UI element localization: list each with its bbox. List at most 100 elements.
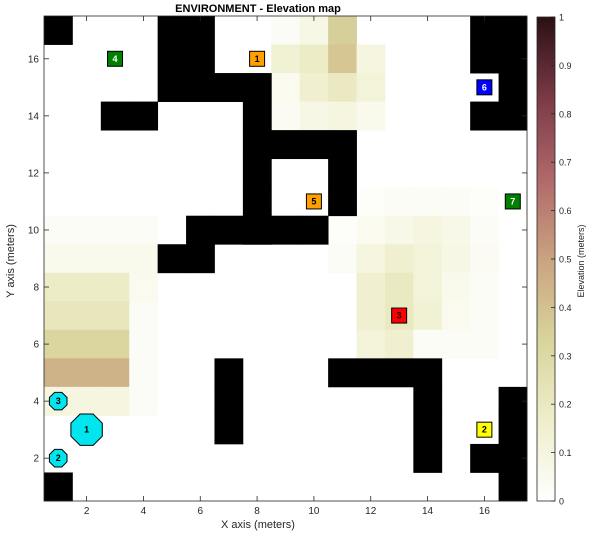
elevation-cells xyxy=(44,16,499,416)
elevation-cell xyxy=(470,272,499,302)
x-axis-label: X axis (meters) xyxy=(221,519,295,531)
elevation-cell xyxy=(100,215,130,245)
obstacle-cell xyxy=(157,73,187,102)
obstacle-cell xyxy=(214,415,244,445)
obstacle-cell xyxy=(356,358,386,388)
goal-marker-label: 7 xyxy=(510,196,515,206)
elevation-cell xyxy=(44,244,73,274)
y-tick-label: 2 xyxy=(33,454,39,465)
goal-marker-square xyxy=(476,79,493,96)
obstacle-cell xyxy=(498,73,528,102)
elevation-cell xyxy=(328,101,357,131)
elevation-cell xyxy=(44,358,73,388)
obstacle-cell xyxy=(186,44,215,74)
goal-marker-square xyxy=(504,193,521,210)
elevation-cell xyxy=(44,301,73,331)
elevation-cell xyxy=(328,44,357,74)
elevation-cell xyxy=(129,301,159,331)
obstacle-cell xyxy=(299,130,329,160)
obstacle-cell xyxy=(100,101,130,131)
colorbar-tick-label: 0.9 xyxy=(559,61,572,71)
elevation-cell xyxy=(356,187,386,217)
elevation-cell xyxy=(384,329,414,359)
elevation-cell xyxy=(441,215,471,245)
goal-marker: 4 xyxy=(107,50,124,67)
goal-marker-label: 5 xyxy=(311,196,316,206)
elevation-cell xyxy=(470,187,499,217)
colorbar-tick-label: 0.4 xyxy=(559,303,572,313)
goal-marker-label: 2 xyxy=(482,425,487,435)
elevation-cell xyxy=(129,215,159,245)
elevation-cell xyxy=(129,358,159,388)
elevation-cell xyxy=(72,301,102,331)
obstacle-cell xyxy=(413,415,443,445)
obstacle-cell xyxy=(328,358,357,388)
colorbar-tick-label: 0.5 xyxy=(559,255,572,265)
plot-frame xyxy=(43,15,528,502)
obstacle-cell xyxy=(413,386,443,416)
elevation-cell xyxy=(413,329,443,359)
elevation-cell xyxy=(72,386,102,416)
robot-marker-label: 2 xyxy=(56,453,61,463)
obstacle-cell xyxy=(299,215,329,245)
robot-marker: 3 xyxy=(48,391,68,411)
robot-marker-label: 1 xyxy=(84,425,89,435)
elevation-cell xyxy=(100,358,130,388)
robot-marker: 1 xyxy=(70,413,103,446)
y-tick-label: 16 xyxy=(28,54,40,65)
elevation-cell xyxy=(441,187,471,217)
obstacle-cell xyxy=(413,443,443,473)
elevation-cell xyxy=(299,73,329,102)
elevation-cell xyxy=(271,101,301,131)
elevation-cell xyxy=(356,215,386,245)
elevation-cell xyxy=(72,272,102,302)
obstacle-cell xyxy=(328,130,357,160)
obstacle-cell xyxy=(186,215,215,245)
goal-marker-square xyxy=(107,50,124,67)
obstacle-cell xyxy=(384,358,414,388)
obstacle-cell xyxy=(470,44,499,74)
goal-marker: 2 xyxy=(476,421,493,438)
goal-marker-square xyxy=(476,421,493,438)
elevation-cell xyxy=(356,44,386,74)
elevation-cell xyxy=(72,244,102,274)
elevation-cell xyxy=(129,244,159,274)
elevation-cell xyxy=(100,272,130,302)
goal-marker-label: 4 xyxy=(113,54,118,64)
obstacle-cell xyxy=(157,16,187,45)
colorbar: 0 0.1 0.2 0.3 0.4 0.5 0.6 0.7 0.8 0.9 1 xyxy=(536,13,572,507)
obstacle-cell xyxy=(44,472,73,502)
obstacle-cell xyxy=(214,215,244,245)
elevation-cell xyxy=(384,272,414,302)
goal-marker-label: 3 xyxy=(397,311,402,321)
obstacle-cell xyxy=(242,215,272,245)
obstacle-cell xyxy=(157,244,187,274)
obstacle-cell xyxy=(328,158,357,188)
robot-marker-octagon xyxy=(48,448,68,468)
obstacle-cell xyxy=(186,73,215,102)
goal-marker-square xyxy=(305,193,322,210)
obstacle-cell xyxy=(214,73,244,102)
y-axis-label: Y axis (meters) xyxy=(5,224,17,298)
colorbar-tick-label: 0.2 xyxy=(559,400,572,410)
elevation-cell xyxy=(441,301,471,331)
y-tick-label: 10 xyxy=(28,225,40,236)
x-tick-label: 16 xyxy=(479,506,491,517)
elevation-cell xyxy=(470,301,499,331)
obstacle-cell xyxy=(214,358,244,388)
y-tick-label: 6 xyxy=(33,340,39,351)
goal-marker-label: 1 xyxy=(255,54,260,64)
elevation-cell xyxy=(299,44,329,74)
robot-marker-octagon xyxy=(48,391,68,411)
chart-title: ENVIRONMENT - Elevation map xyxy=(175,3,341,15)
elevation-cell xyxy=(413,244,443,274)
elevation-cell xyxy=(384,244,414,274)
elevation-cell xyxy=(441,244,471,274)
goal-marker-square xyxy=(391,307,408,324)
x-tick-label: 12 xyxy=(365,506,377,517)
obstacle-cell xyxy=(242,130,272,160)
obstacle-cell xyxy=(498,415,528,445)
elevation-cell xyxy=(413,215,443,245)
goal-marker: 1 xyxy=(249,50,266,67)
